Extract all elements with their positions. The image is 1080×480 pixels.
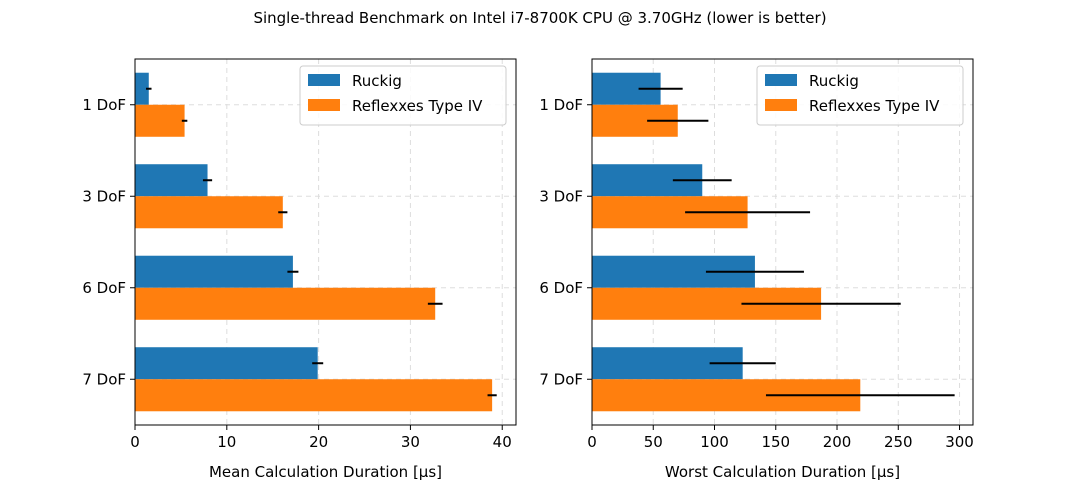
- x-tick-label: 300: [945, 433, 974, 451]
- x-tick-label: 50: [644, 433, 663, 451]
- legend-label: Reflexxes Type IV: [809, 97, 940, 115]
- legend-swatch: [308, 99, 340, 111]
- y-tick-label: 7 DoF: [539, 370, 583, 388]
- legend-label: Ruckig: [809, 72, 859, 90]
- legend-label: Reflexxes Type IV: [352, 97, 483, 115]
- legend: Ruckig Reflexxes Type IV: [756, 65, 964, 126]
- subplot-2: 0 50 100 150 200 250 300 1 DoF 3 DoF 6 DoF 7 DoF Wo…: [539, 58, 974, 480]
- bar-reflexxes-type-iv-6-dof: [135, 287, 436, 320]
- y-tick-label: 6 DoF: [539, 279, 583, 297]
- bar-reflexxes-type-iv-7-dof: [135, 379, 493, 412]
- y-tick-label: 1 DoF: [82, 96, 126, 114]
- x-tick-label: 20: [309, 433, 328, 451]
- bar-reflexxes-type-iv-1-dof: [135, 104, 185, 137]
- bar-ruckig-3-dof: [135, 164, 208, 197]
- y-tick-label: 3 DoF: [539, 187, 583, 205]
- x-tick-label: 0: [587, 433, 597, 451]
- x-tick-label: 150: [761, 433, 790, 451]
- bar-ruckig-7-dof: [135, 347, 318, 380]
- y-tick-label: 1 DoF: [539, 96, 583, 114]
- legend-label: Ruckig: [352, 72, 402, 90]
- x-tick-label: 0: [130, 433, 140, 451]
- x-tick-label: 100: [700, 433, 729, 451]
- x-tick-label: 250: [884, 433, 913, 451]
- y-tick-label: 6 DoF: [82, 279, 126, 297]
- axes-frame: [591, 58, 974, 426]
- legend-swatch: [308, 74, 340, 86]
- legend-box: [756, 65, 964, 126]
- x-tick-label: 30: [401, 433, 420, 451]
- bar-ruckig-6-dof: [135, 255, 293, 288]
- subplot-1: 0 10 20 30 40 1 DoF 3 DoF 6 DoF 7 DoF Mean Calcul…: [82, 58, 517, 480]
- x-tick-label: 40: [493, 433, 512, 451]
- axes-frame: [134, 58, 517, 426]
- legend-swatch: [765, 74, 797, 86]
- y-tick-label: 7 DoF: [82, 370, 126, 388]
- bar-reflexxes-type-iv-3-dof: [135, 196, 283, 229]
- legend-box: [299, 65, 507, 126]
- figure-title: Single-thread Benchmark on Intel i7-8700…: [253, 9, 826, 27]
- bar-ruckig-1-dof: [135, 72, 149, 105]
- legend-swatch: [765, 99, 797, 111]
- x-axis-label: Mean Calculation Duration [µs]: [209, 463, 442, 480]
- x-tick-label: 10: [217, 433, 236, 451]
- legend: Ruckig Reflexxes Type IV: [299, 65, 507, 126]
- x-tick-label: 200: [823, 433, 852, 451]
- x-axis-label: Worst Calculation Duration [µs]: [665, 463, 900, 480]
- y-tick-label: 3 DoF: [82, 187, 126, 205]
